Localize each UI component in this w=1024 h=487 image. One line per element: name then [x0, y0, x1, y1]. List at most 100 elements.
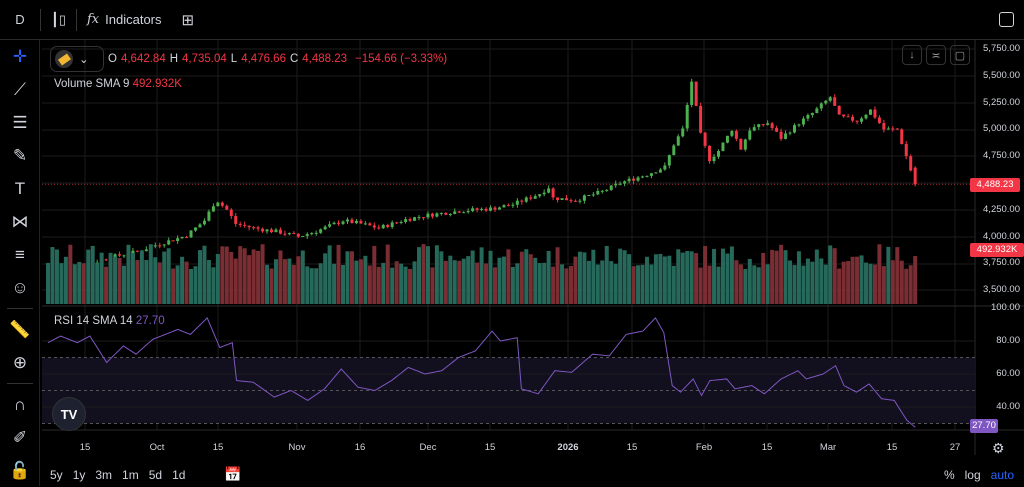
volume-bar: [381, 262, 386, 304]
price-axis-label: 5,250.00: [983, 96, 1020, 108]
candle-body: [457, 211, 461, 213]
log-toggle[interactable]: log: [964, 468, 981, 482]
scroll-down-button[interactable]: ↓: [902, 45, 922, 65]
volume-bar: [77, 261, 82, 304]
candle-body: [435, 213, 439, 217]
candles-chart-type-button[interactable]: ┃▯: [41, 0, 76, 40]
volume-bar: [309, 268, 314, 304]
candle-body: [873, 109, 877, 118]
range-5y[interactable]: 5y: [50, 468, 63, 482]
divider: [7, 383, 33, 384]
prediction-icon[interactable]: ≡: [15, 244, 25, 264]
volume-bar: [573, 256, 578, 304]
text-icon[interactable]: T: [14, 178, 26, 198]
candle-body: [609, 185, 613, 190]
volume-bar: [457, 260, 462, 304]
volume-bar: [461, 258, 466, 304]
volume-bar: [533, 257, 538, 304]
divider: [7, 308, 33, 309]
candle-body: [632, 178, 636, 181]
volume-bar: [564, 268, 569, 304]
range-1m[interactable]: 1m: [122, 468, 139, 482]
volume-bar: [278, 250, 283, 304]
candle-body: [824, 100, 828, 104]
candle-body: [565, 198, 569, 201]
range-5d[interactable]: 5d: [148, 468, 163, 482]
candle-body: [623, 181, 627, 184]
candle-body: [864, 114, 868, 119]
volume-bar: [220, 246, 225, 304]
range-3m[interactable]: 3m: [95, 468, 113, 482]
volume-bar: [50, 247, 55, 304]
volume-bar: [546, 250, 551, 304]
lock-icon[interactable]: 🔓: [9, 460, 31, 480]
candle-body: [247, 225, 251, 228]
volume-bar: [698, 267, 703, 304]
volume-bar: [823, 264, 828, 304]
lock-drawing-icon[interactable]: ✐: [12, 427, 28, 447]
volume-bar: [493, 267, 497, 304]
candle-body: [211, 206, 215, 212]
volume-bar: [104, 266, 109, 304]
candle-body: [667, 155, 671, 166]
candle-body: [792, 125, 796, 133]
candle-body: [301, 235, 305, 237]
volume-bar: [130, 252, 135, 304]
volume-tag: 492.932K: [970, 243, 1024, 257]
candle-body: [296, 233, 300, 237]
candle-body: [672, 145, 676, 156]
volume-bar: [551, 266, 556, 304]
time-axis-label: 27: [949, 442, 961, 453]
candle-body: [234, 216, 238, 224]
volume-bar: [46, 262, 50, 304]
indicators-button[interactable]: fx Indicators: [77, 0, 172, 40]
volume-bar: [832, 248, 837, 304]
percent-toggle[interactable]: %: [943, 468, 955, 482]
fib-icon[interactable]: ☰: [12, 112, 28, 132]
symbol-selector[interactable]: ⌄: [50, 46, 104, 72]
volume-bar: [694, 253, 699, 304]
fullscreen-button[interactable]: [999, 12, 1014, 27]
candle-body: [708, 145, 712, 162]
collapse-button[interactable]: ≍: [926, 45, 946, 65]
ruler-icon[interactable]: 📏: [9, 319, 31, 339]
candle-body: [287, 233, 291, 235]
high-label: H: [169, 53, 179, 65]
candle-body: [413, 217, 417, 221]
low-label: L: [230, 53, 238, 65]
maximize-pane-button[interactable]: ▢: [950, 45, 970, 65]
interval-button[interactable]: D: [15, 12, 25, 27]
volume-bar: [99, 252, 104, 304]
volume-bar: [139, 250, 144, 304]
crosshair-icon[interactable]: ✛: [12, 46, 28, 66]
tradingview-logo[interactable]: TV: [52, 397, 86, 431]
candle-body: [641, 176, 645, 178]
volume-bar: [747, 258, 752, 304]
auto-toggle[interactable]: auto: [990, 468, 1014, 482]
magnet-icon[interactable]: ∩: [13, 394, 27, 414]
range-1d[interactable]: 1d: [172, 468, 186, 482]
trendline-icon[interactable]: ⟋: [14, 79, 26, 99]
time-axis-label: Nov: [288, 442, 306, 453]
chevron-down-icon: ⌄: [79, 54, 89, 66]
volume-bar: [180, 256, 185, 304]
layouts-button[interactable]: ⊞: [172, 0, 205, 40]
volume-bar: [801, 265, 806, 304]
emoji-icon[interactable]: ☺: [11, 277, 29, 297]
brush-icon[interactable]: ✎: [12, 145, 28, 165]
candle-body: [229, 209, 233, 217]
volume-bar: [189, 268, 194, 304]
candle-body: [636, 177, 640, 181]
date-range-icon[interactable]: 📅: [224, 466, 242, 482]
range-1y[interactable]: 1y: [72, 468, 86, 482]
volume-bar: [86, 249, 91, 304]
volume-bar: [394, 261, 399, 304]
volume-bar: [577, 251, 582, 304]
volume-bar: [211, 267, 216, 304]
pattern-icon[interactable]: ⋈: [11, 211, 29, 231]
settings-icon[interactable]: ⚙: [992, 440, 1005, 456]
volume-bar: [323, 253, 328, 304]
volume-bar: [899, 260, 904, 304]
zoom-in-icon[interactable]: ⊕: [12, 352, 28, 372]
